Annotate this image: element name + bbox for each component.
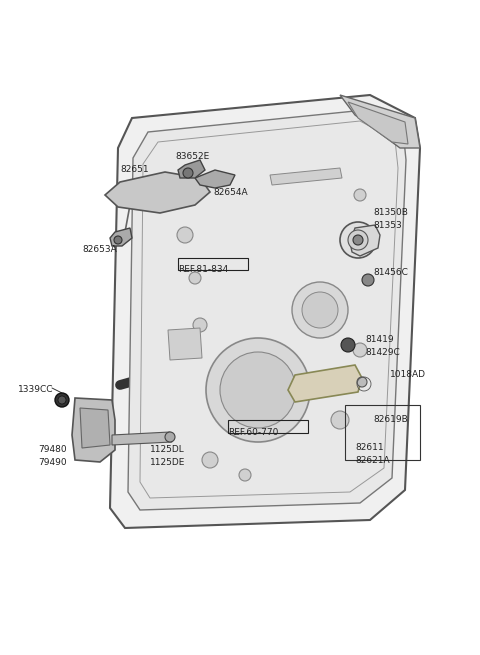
- Circle shape: [357, 377, 367, 387]
- Text: 81456C: 81456C: [373, 268, 408, 277]
- Polygon shape: [80, 408, 110, 448]
- Circle shape: [362, 274, 374, 286]
- Circle shape: [362, 232, 378, 248]
- Text: REF.60-770: REF.60-770: [228, 428, 278, 437]
- Text: 1125DE: 1125DE: [150, 458, 185, 467]
- Circle shape: [165, 432, 175, 442]
- Text: 82619B: 82619B: [373, 415, 408, 424]
- Polygon shape: [105, 172, 210, 213]
- Circle shape: [220, 352, 296, 428]
- Text: 82621A: 82621A: [355, 456, 390, 465]
- Circle shape: [239, 469, 251, 481]
- Circle shape: [177, 227, 193, 243]
- Circle shape: [193, 318, 207, 332]
- Circle shape: [183, 168, 193, 178]
- Circle shape: [58, 396, 66, 404]
- Text: 83652E: 83652E: [175, 152, 209, 161]
- Text: 1125DL: 1125DL: [150, 445, 185, 454]
- Polygon shape: [348, 102, 408, 144]
- Polygon shape: [178, 160, 205, 178]
- Circle shape: [292, 282, 348, 338]
- Circle shape: [340, 222, 376, 258]
- Text: 81429C: 81429C: [365, 348, 400, 357]
- Polygon shape: [340, 95, 420, 148]
- Polygon shape: [288, 365, 362, 402]
- Text: 79480: 79480: [38, 445, 67, 454]
- Circle shape: [189, 272, 201, 284]
- Polygon shape: [168, 328, 202, 360]
- Circle shape: [302, 292, 338, 328]
- Text: 79490: 79490: [38, 458, 67, 467]
- Polygon shape: [128, 110, 406, 510]
- Text: 82651: 82651: [120, 165, 149, 174]
- Text: 1018AD: 1018AD: [390, 370, 426, 379]
- Polygon shape: [112, 432, 172, 445]
- Polygon shape: [350, 225, 380, 256]
- Polygon shape: [110, 95, 420, 528]
- Text: 81419: 81419: [365, 335, 394, 344]
- Text: 81350B: 81350B: [373, 208, 408, 217]
- Text: 1339CC: 1339CC: [18, 385, 53, 394]
- Circle shape: [354, 189, 366, 201]
- Polygon shape: [195, 170, 235, 188]
- Circle shape: [206, 338, 310, 442]
- Circle shape: [202, 452, 218, 468]
- Text: REF.81-834: REF.81-834: [178, 265, 228, 274]
- Circle shape: [348, 230, 368, 250]
- Text: 82611: 82611: [355, 443, 384, 452]
- Circle shape: [341, 338, 355, 352]
- Circle shape: [114, 236, 122, 244]
- Text: 81353: 81353: [373, 221, 402, 230]
- Circle shape: [353, 235, 363, 245]
- Polygon shape: [270, 168, 342, 185]
- Polygon shape: [110, 228, 132, 246]
- Circle shape: [353, 343, 367, 357]
- Text: 82654A: 82654A: [213, 188, 248, 197]
- Circle shape: [55, 393, 69, 407]
- Circle shape: [331, 411, 349, 429]
- Polygon shape: [72, 398, 115, 462]
- Text: 82653A: 82653A: [82, 245, 117, 254]
